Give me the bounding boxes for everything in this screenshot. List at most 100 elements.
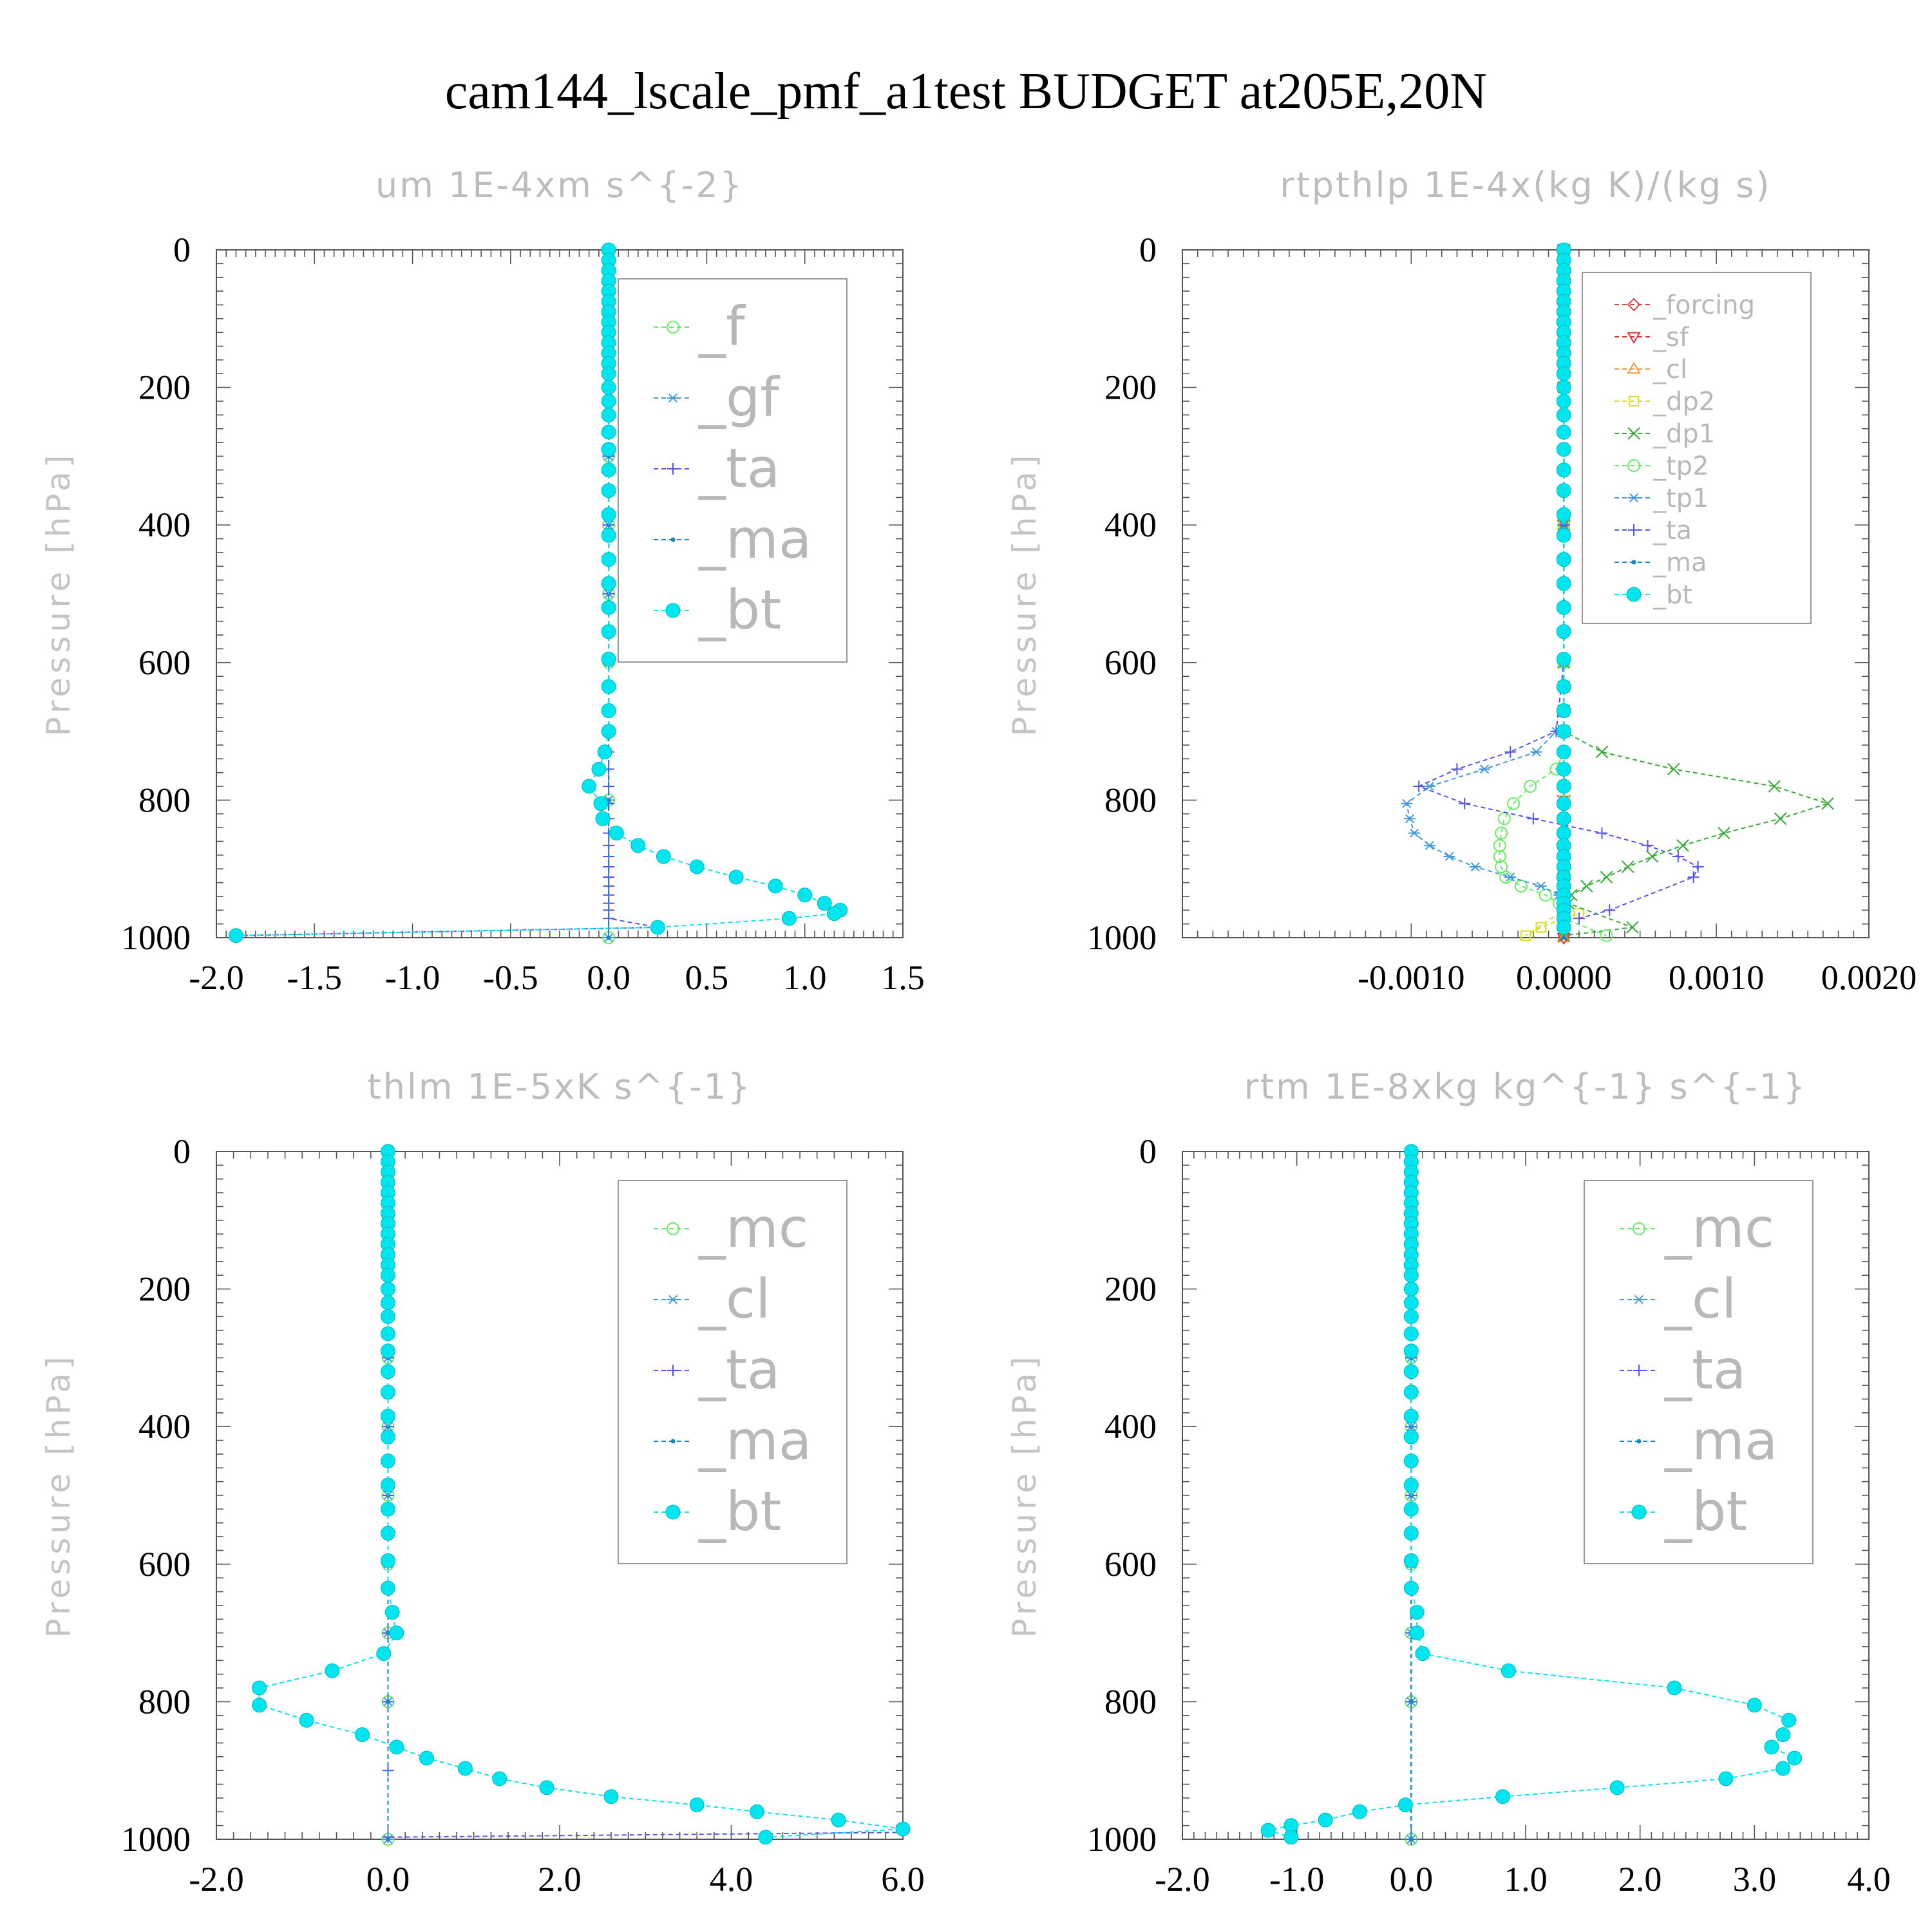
y-tick-label: 1000 — [1087, 918, 1157, 957]
legend-label: _forcing — [1653, 290, 1755, 320]
data-point — [601, 366, 616, 381]
data-point — [1403, 1282, 1419, 1297]
chart-panel-1: um 1E-4xm s^{-2} Pressure [hPa] 0 200 400 600… — [40, 165, 925, 997]
data-point — [1318, 1812, 1333, 1828]
y-tick-label: 200 — [138, 1270, 191, 1309]
data-point — [1604, 904, 1616, 916]
legend-label: _mc — [1664, 1197, 1774, 1260]
x-tick-label: 2.0 — [538, 1860, 582, 1899]
data-point — [1403, 1429, 1419, 1444]
data-point — [386, 1424, 390, 1429]
data-point — [749, 1804, 764, 1819]
legend-marker — [667, 1222, 679, 1235]
data-point — [1403, 1364, 1419, 1379]
data-point — [601, 380, 616, 395]
legend-marker — [1628, 493, 1640, 503]
data-point — [1409, 1625, 1425, 1641]
data-point — [1622, 860, 1634, 873]
y-tick-label: 0 — [1139, 231, 1157, 269]
legend-marker — [1631, 1504, 1647, 1520]
series-line — [1563, 250, 1830, 936]
legend-label: _f — [698, 295, 746, 358]
y-tick-label: 200 — [1104, 1270, 1157, 1309]
data-point — [1556, 393, 1571, 409]
data-point — [1403, 1580, 1419, 1596]
data-point — [1718, 1771, 1734, 1786]
legend-label: _ta — [1664, 1338, 1746, 1401]
data-point — [781, 911, 797, 926]
y-tick-label: 400 — [138, 1407, 191, 1446]
x-tick-label: 2.0 — [1618, 1860, 1662, 1899]
data-point — [1520, 930, 1531, 941]
y-tick-label: 0 — [173, 1132, 191, 1171]
data-point — [597, 744, 612, 760]
data-point — [1776, 1727, 1791, 1743]
chart-panel-4: rtm 1E-8xkg kg^{-1} s^{-1} Pressure [hPa]… — [1006, 1066, 1891, 1899]
legend-marker — [1627, 298, 1641, 312]
data-point — [1408, 1424, 1414, 1429]
data-point — [1609, 1780, 1625, 1795]
data-point — [381, 1364, 395, 1379]
legend-marker — [667, 1294, 679, 1305]
y-axis-label: Pressure [hPa] — [40, 1353, 77, 1638]
data-point — [1626, 921, 1639, 934]
y-tick-label: 600 — [138, 1545, 191, 1584]
legend-marker — [1627, 332, 1641, 344]
data-point — [1718, 826, 1730, 840]
series-ta — [230, 244, 664, 942]
data-point — [1352, 1804, 1367, 1819]
data-point — [1556, 407, 1571, 422]
legend-box — [1582, 272, 1812, 624]
data-point — [1642, 839, 1654, 851]
legend-label: _ma — [698, 507, 811, 571]
y-tick-label: 1000 — [1087, 1820, 1157, 1859]
data-point — [1556, 424, 1571, 440]
x-tick-label: 4.0 — [1847, 1860, 1891, 1899]
data-point — [539, 1780, 554, 1795]
data-point — [650, 920, 665, 935]
data-point — [1403, 1454, 1419, 1469]
legend-marker — [1633, 1222, 1645, 1235]
data-point — [1415, 1646, 1430, 1662]
data-point — [768, 878, 783, 894]
y-tick-label: 0 — [173, 231, 191, 269]
legend-marker — [1633, 1294, 1645, 1305]
legend-marker — [1631, 560, 1636, 565]
data-point — [1600, 929, 1613, 942]
legend-label: _bt — [698, 1480, 781, 1543]
data-point — [1687, 871, 1700, 884]
data-point — [381, 1326, 395, 1341]
legend-label: _tp1 — [1653, 484, 1709, 513]
data-point — [1556, 552, 1571, 567]
data-point — [384, 1605, 400, 1620]
x-tick-label: -2.0 — [189, 1860, 243, 1899]
panel-title: rtm 1E-8xkg kg^{-1} s^{-1} — [1244, 1066, 1808, 1107]
data-point — [1527, 813, 1539, 825]
y-tick-label: 800 — [138, 781, 191, 819]
data-point — [1781, 1712, 1797, 1728]
data-point — [1403, 1408, 1419, 1424]
y-axis-label: Pressure [hPa] — [1006, 451, 1043, 737]
y-tick-label: 800 — [138, 1682, 191, 1721]
data-point — [1676, 839, 1689, 852]
legend-label: _mc — [698, 1197, 808, 1260]
data-point — [1403, 1326, 1419, 1341]
data-point — [601, 552, 616, 567]
data-point — [601, 507, 616, 522]
legend-marker — [667, 463, 679, 475]
data-point — [1403, 1526, 1419, 1541]
data-point — [381, 1282, 395, 1297]
data-point — [381, 1580, 395, 1596]
data-point — [1403, 814, 1416, 824]
data-point — [1408, 1699, 1414, 1704]
legend-box — [618, 278, 848, 663]
x-tick-label: -0.0010 — [1358, 958, 1464, 997]
x-tick-label: 1.0 — [1504, 1860, 1548, 1899]
data-point — [419, 1750, 434, 1766]
data-point — [1672, 850, 1684, 862]
data-point — [1408, 828, 1421, 838]
data-point — [381, 1501, 395, 1517]
data-point — [603, 1789, 619, 1804]
data-point — [1504, 746, 1517, 758]
x-tick-label: 0.0000 — [1516, 958, 1612, 997]
